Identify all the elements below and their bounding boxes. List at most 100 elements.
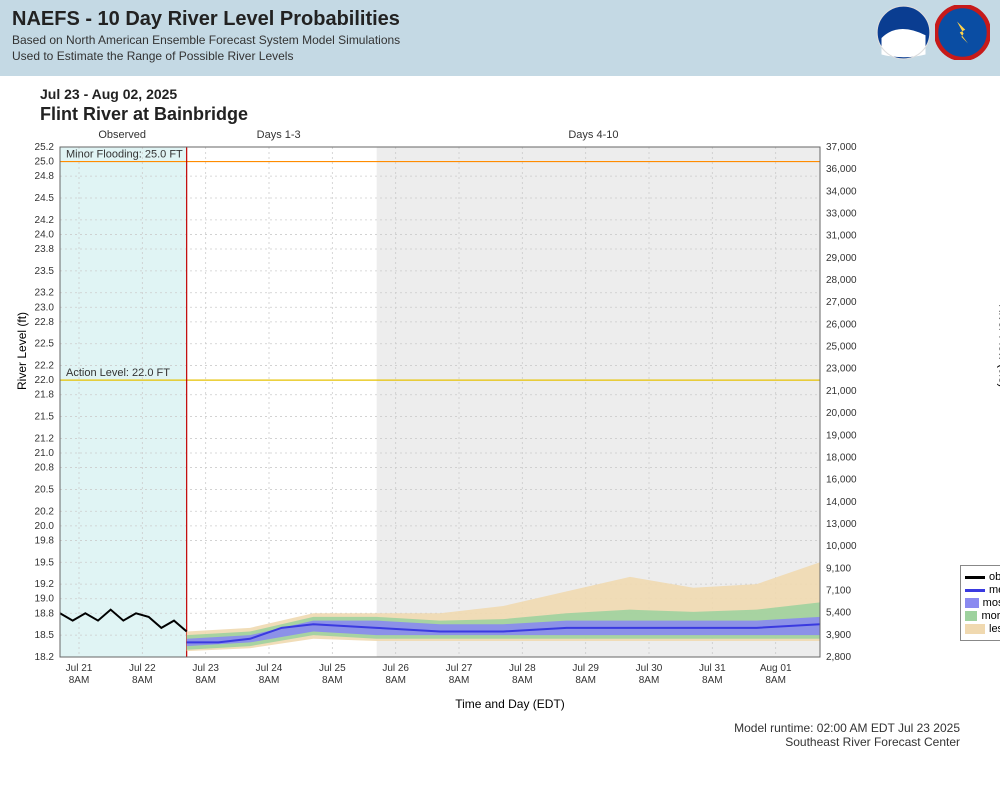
svg-text:10,000: 10,000: [826, 541, 857, 552]
date-range: Jul 23 - Aug 02, 2025: [40, 86, 1000, 102]
svg-text:25,000: 25,000: [826, 342, 857, 353]
svg-text:8AM: 8AM: [132, 675, 153, 686]
svg-text:20,000: 20,000: [826, 408, 857, 419]
svg-text:Jul 21: Jul 21: [66, 663, 93, 674]
svg-text:21,000: 21,000: [826, 386, 857, 397]
svg-text:Jul 30: Jul 30: [636, 663, 663, 674]
footer: Model runtime: 02:00 AM EDT Jul 23 2025 …: [0, 721, 960, 749]
svg-text:19,000: 19,000: [826, 430, 857, 441]
chart-meta: Jul 23 - Aug 02, 2025 Flint River at Bai…: [0, 76, 1000, 125]
svg-text:22.2: 22.2: [35, 361, 55, 372]
svg-text:8AM: 8AM: [259, 675, 280, 686]
svg-text:8AM: 8AM: [765, 675, 786, 686]
svg-text:Jul 29: Jul 29: [572, 663, 599, 674]
region-labels: Observed Days 1-3 Days 4-10: [60, 129, 960, 147]
svg-text:8AM: 8AM: [639, 675, 660, 686]
svg-text:Jul 27: Jul 27: [446, 663, 473, 674]
x-axis-label: Time and Day (EDT): [60, 697, 960, 711]
svg-text:8AM: 8AM: [385, 675, 406, 686]
svg-text:20.2: 20.2: [35, 506, 55, 517]
svg-text:18,000: 18,000: [826, 452, 857, 463]
logo-group: [876, 5, 990, 60]
svg-text:3,900: 3,900: [826, 630, 851, 641]
svg-text:22.8: 22.8: [35, 317, 55, 328]
svg-text:36,000: 36,000: [826, 164, 857, 175]
svg-text:22.0: 22.0: [35, 375, 55, 386]
svg-text:13,000: 13,000: [826, 519, 857, 530]
svg-text:19.2: 19.2: [35, 579, 55, 590]
svg-text:7,100: 7,100: [826, 585, 851, 596]
svg-text:16,000: 16,000: [826, 475, 857, 486]
svg-text:23.8: 23.8: [35, 244, 55, 255]
river-chart: Minor Flooding: 25.0 FT Action Level: 22.…: [60, 147, 820, 657]
svg-text:19.5: 19.5: [35, 557, 55, 568]
svg-text:8AM: 8AM: [449, 675, 470, 686]
svg-text:19.0: 19.0: [35, 594, 55, 605]
svg-text:8AM: 8AM: [69, 675, 90, 686]
svg-text:5,400: 5,400: [826, 608, 851, 619]
noaa-logo-icon: [876, 5, 931, 60]
svg-text:25.0: 25.0: [35, 157, 55, 168]
chart-container: Minor Flooding: 25.0 FT Action Level: 22.…: [60, 147, 960, 711]
svg-text:18.5: 18.5: [35, 630, 55, 641]
svg-text:25.2: 25.2: [35, 142, 55, 153]
svg-text:18.2: 18.2: [35, 652, 55, 663]
region-days13-label: Days 1-3: [257, 129, 301, 141]
svg-text:8AM: 8AM: [575, 675, 596, 686]
legend-1025: more likely 10-25%: [981, 610, 1000, 622]
region-observed-label: Observed: [98, 129, 146, 141]
svg-text:Aug 01: Aug 01: [760, 663, 792, 674]
y-axis-left-label: River Level (ft): [15, 312, 29, 390]
svg-text:8AM: 8AM: [702, 675, 723, 686]
legend-observed: observed: [989, 571, 1000, 583]
legend-median: median: [989, 584, 1000, 596]
svg-text:20.0: 20.0: [35, 521, 55, 532]
svg-text:Action Level: 22.0 FT: Action Level: 22.0 FT: [66, 367, 170, 379]
svg-text:24.8: 24.8: [35, 171, 55, 182]
svg-text:23,000: 23,000: [826, 364, 857, 375]
header-bar: NAEFS - 10 Day River Level Probabilities…: [0, 0, 1000, 76]
svg-text:24.0: 24.0: [35, 229, 55, 240]
y-axis-right-label: River Flow (cfs): [996, 304, 1000, 387]
svg-text:Jul 28: Jul 28: [509, 663, 536, 674]
svg-text:20.5: 20.5: [35, 484, 55, 495]
model-runtime: Model runtime: 02:00 AM EDT Jul 23 2025: [0, 721, 960, 735]
svg-text:23.5: 23.5: [35, 266, 55, 277]
svg-text:21.0: 21.0: [35, 448, 55, 459]
svg-text:37,000: 37,000: [826, 142, 857, 153]
page-title: NAEFS - 10 Day River Level Probabilities: [12, 8, 988, 31]
svg-text:Jul 22: Jul 22: [129, 663, 156, 674]
svg-text:Jul 23: Jul 23: [192, 663, 219, 674]
legend-2575: most likely 25-75%: [983, 597, 1000, 609]
forecast-center: Southeast River Forecast Center: [0, 735, 960, 749]
svg-text:8AM: 8AM: [512, 675, 533, 686]
svg-text:19.8: 19.8: [35, 535, 55, 546]
svg-text:Jul 31: Jul 31: [699, 663, 726, 674]
svg-text:2,800: 2,800: [826, 652, 851, 663]
region-days410-label: Days 4-10: [568, 129, 618, 141]
svg-text:33,000: 33,000: [826, 209, 857, 220]
svg-text:Minor Flooding: 25.0 FT: Minor Flooding: 25.0 FT: [66, 149, 183, 161]
svg-text:21.5: 21.5: [35, 412, 55, 423]
subtitle-1: Based on North American Ensemble Forecas…: [12, 33, 988, 47]
svg-text:26,000: 26,000: [826, 319, 857, 330]
nws-logo-icon: [935, 5, 990, 60]
svg-text:24.2: 24.2: [35, 215, 55, 226]
svg-text:14,000: 14,000: [826, 497, 857, 508]
svg-text:Jul 25: Jul 25: [319, 663, 346, 674]
svg-text:21.2: 21.2: [35, 433, 55, 444]
chart-legend: observed median most likely 25-75% more …: [960, 565, 1000, 641]
svg-text:27,000: 27,000: [826, 297, 857, 308]
svg-text:28,000: 28,000: [826, 275, 857, 286]
svg-text:23.2: 23.2: [35, 288, 55, 299]
svg-text:23.0: 23.0: [35, 302, 55, 313]
svg-text:31,000: 31,000: [826, 231, 857, 242]
svg-text:29,000: 29,000: [826, 253, 857, 264]
legend-510: less likely 5-10%: [989, 623, 1000, 635]
svg-text:22.5: 22.5: [35, 339, 55, 350]
svg-text:8AM: 8AM: [195, 675, 216, 686]
svg-text:18.8: 18.8: [35, 608, 55, 619]
svg-text:21.8: 21.8: [35, 390, 55, 401]
svg-text:20.8: 20.8: [35, 463, 55, 474]
svg-text:34,000: 34,000: [826, 186, 857, 197]
